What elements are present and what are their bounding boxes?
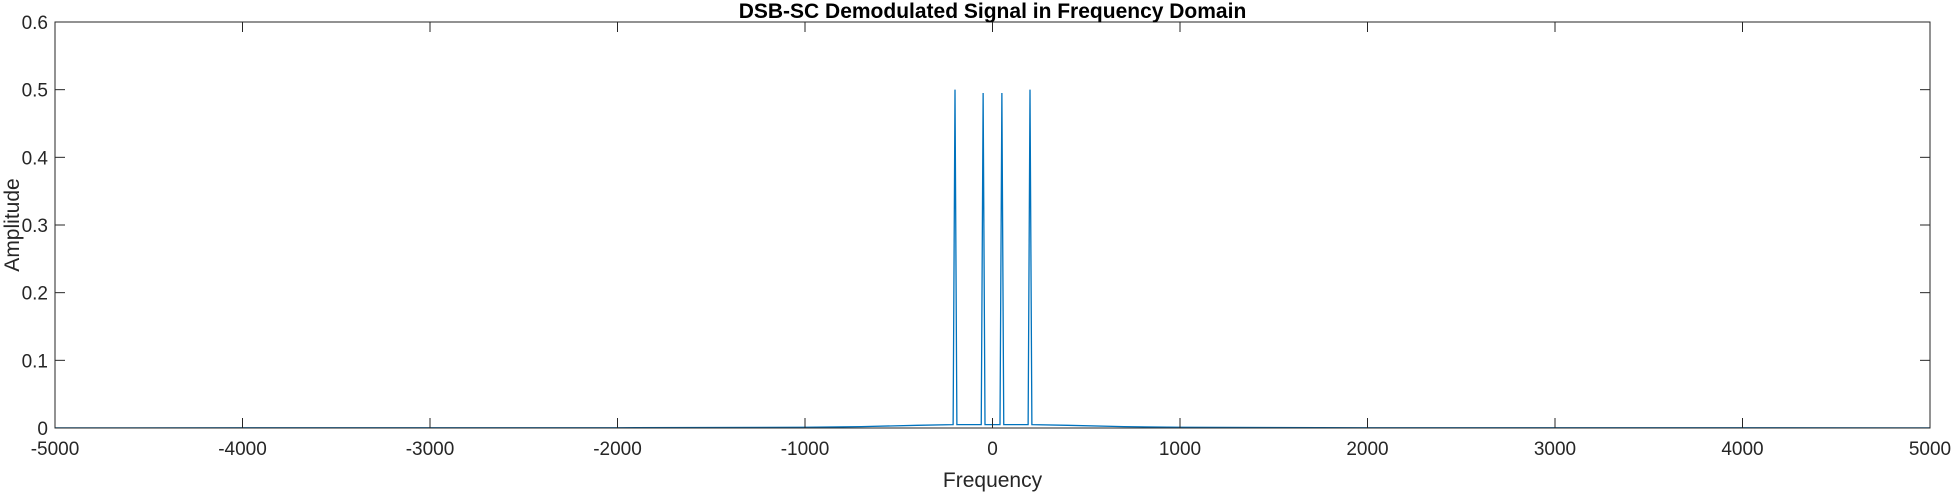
ticks-layer: -5000 -4000 -3000 -2000 -1000 0 1000 2000 3000 40…: [22, 13, 1952, 460]
y-tick-label: 0.2: [22, 284, 48, 305]
x-tick-label: 2000: [1346, 439, 1388, 460]
x-tick-label: -1000: [781, 439, 830, 460]
x-tick-label: 4000: [1721, 439, 1763, 460]
chart-title: DSB-SC Demodulated Signal in Frequency D…: [739, 0, 1247, 23]
y-tick-label: 0.3: [22, 216, 48, 237]
x-tick-label: 0: [987, 439, 998, 460]
x-tick-label: 3000: [1534, 439, 1576, 460]
y-tick-label: 0: [37, 419, 48, 440]
axes-box: [54, 21, 1931, 429]
plot-area: [55, 22, 1930, 428]
y-tick-label: 0.4: [22, 148, 49, 169]
x-axis-label: Frequency: [943, 469, 1043, 492]
y-tick-label: 0.5: [22, 81, 48, 102]
y-axis-label: Amplitude: [1, 178, 24, 271]
y-tick-label: 0.6: [22, 13, 48, 34]
x-tick-label: -3000: [406, 439, 455, 460]
x-tick-label: 5000: [1909, 439, 1951, 460]
y-tick-label: 0.1: [22, 351, 48, 372]
x-tick-label: -4000: [218, 439, 267, 460]
x-tick-label: -5000: [31, 439, 80, 460]
x-tick-label: 1000: [1159, 439, 1201, 460]
x-tick-label: -2000: [593, 439, 642, 460]
